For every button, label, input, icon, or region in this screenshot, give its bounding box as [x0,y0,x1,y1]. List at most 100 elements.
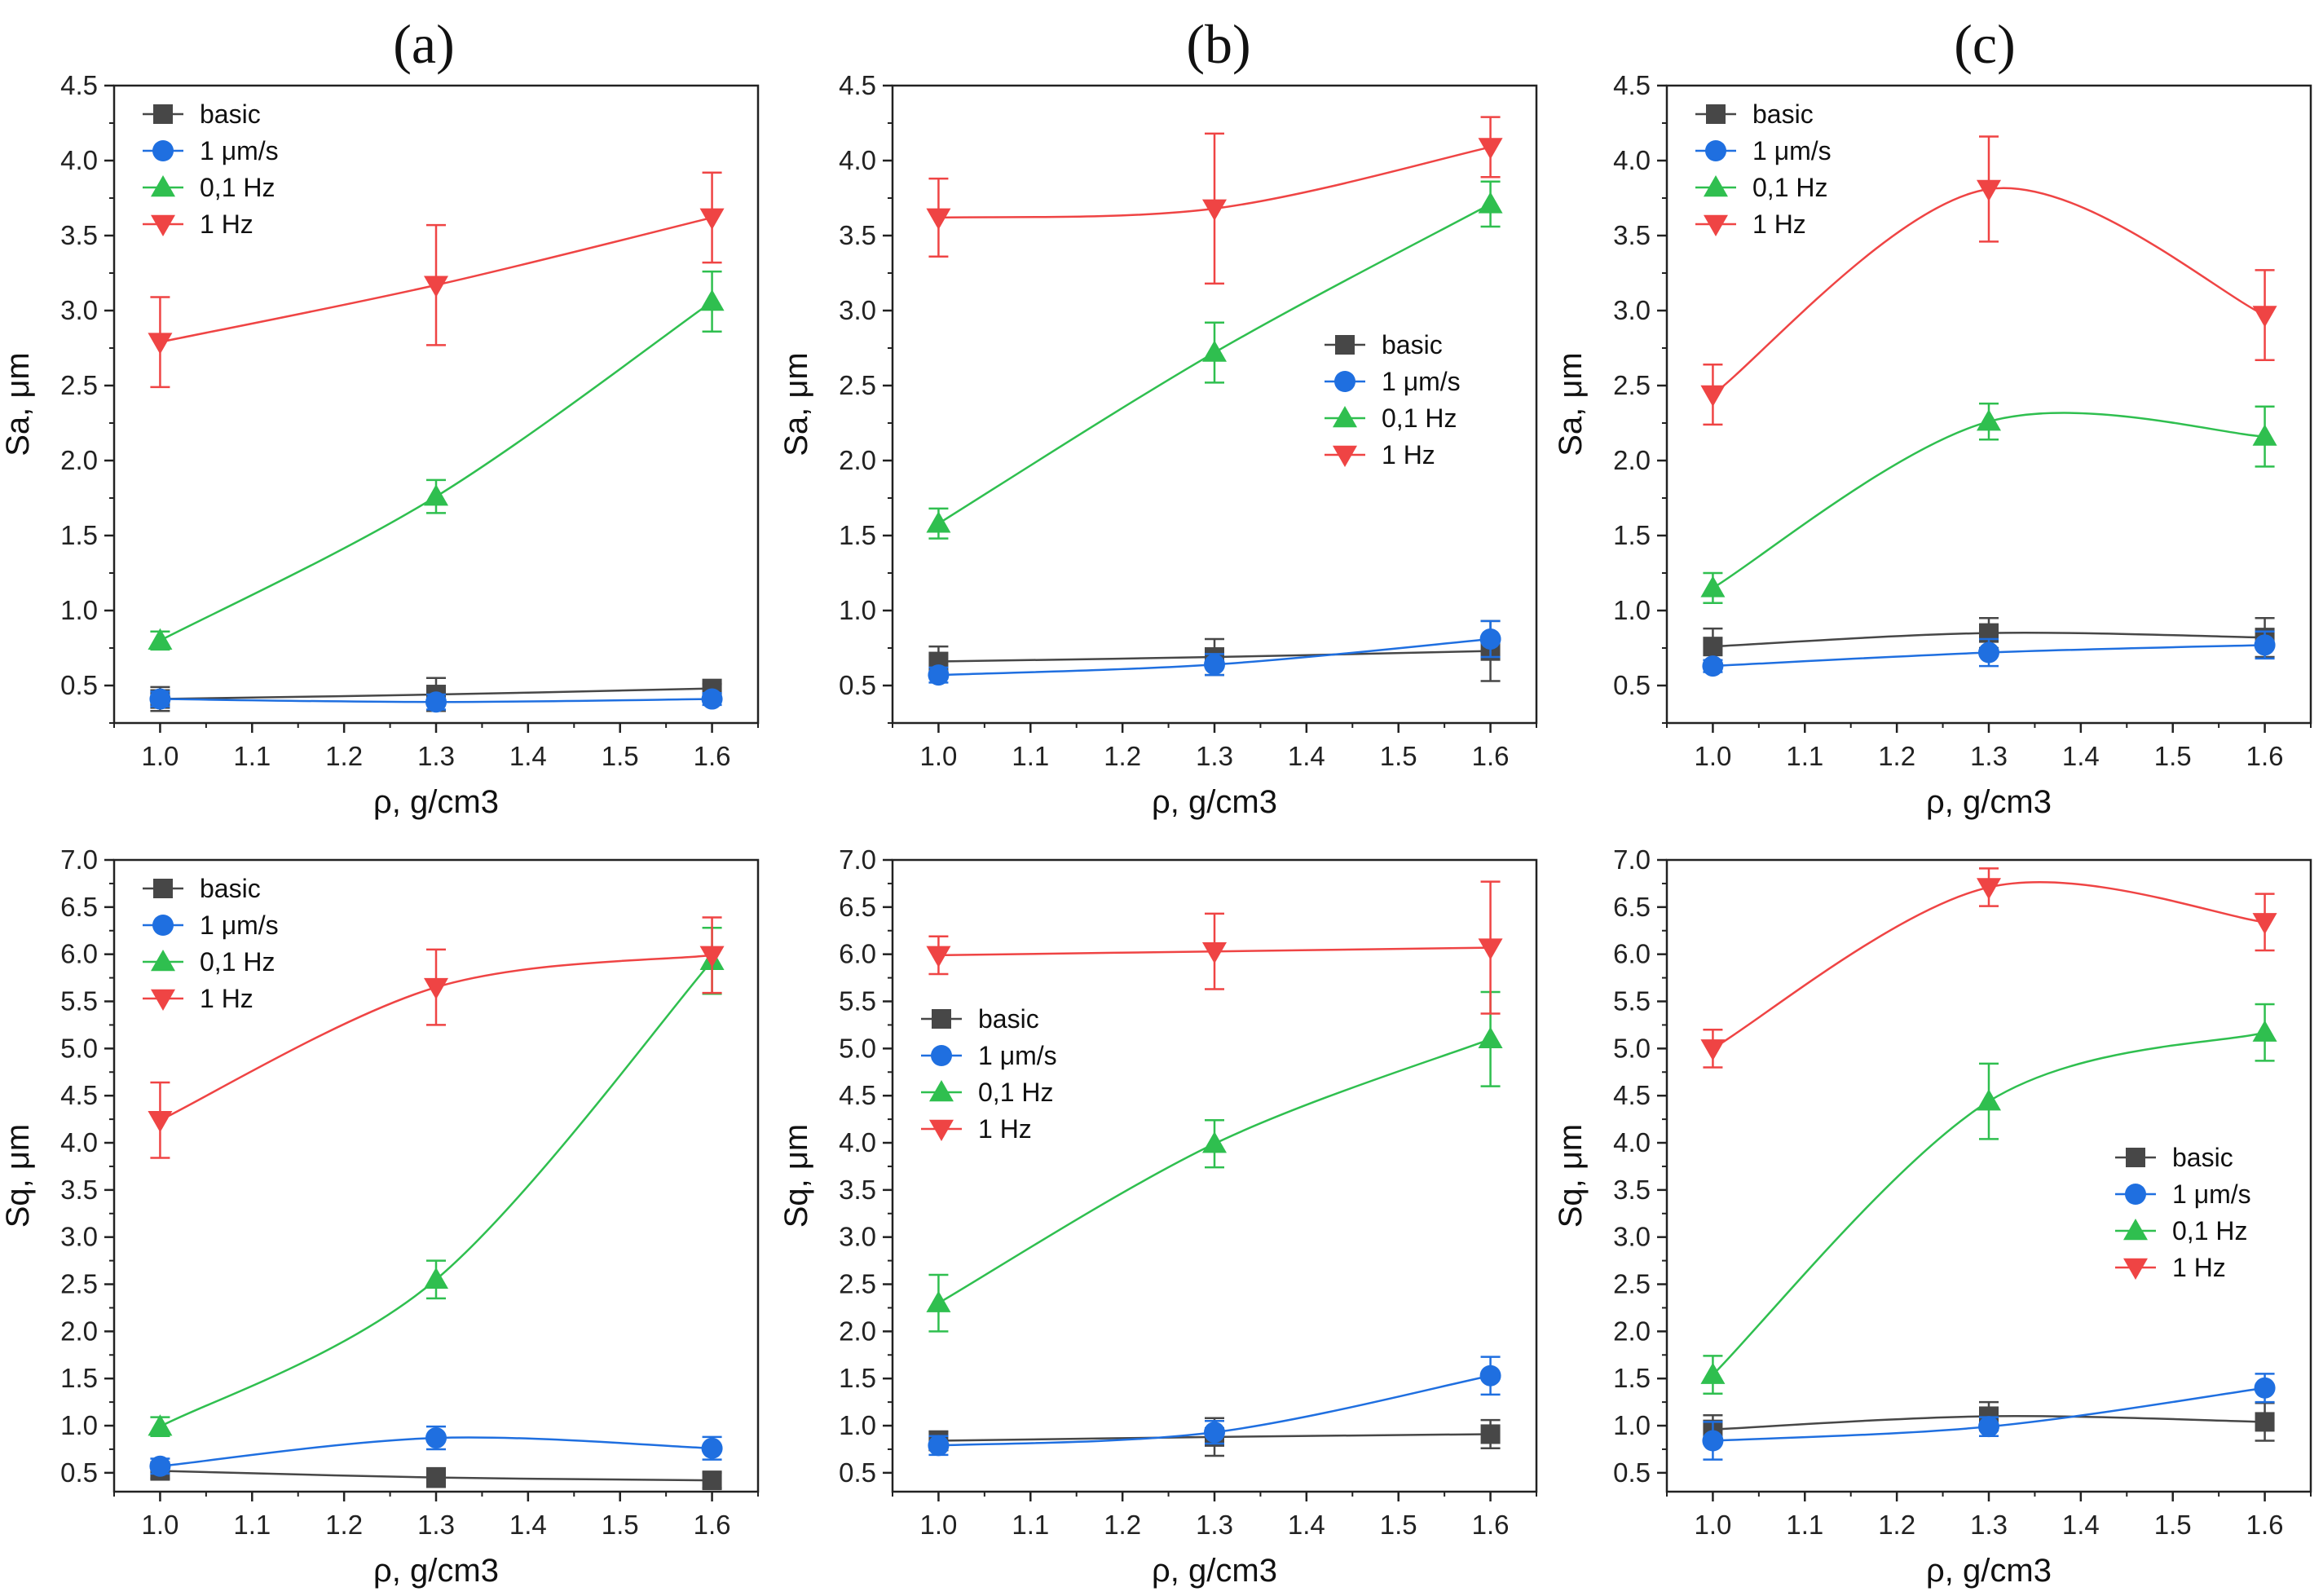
data-point [149,688,171,710]
legend-marker [152,915,174,936]
legend-marker [2125,1184,2146,1205]
data-point [1700,575,1726,597]
data-point [148,333,173,355]
data-point [1977,878,2001,900]
data-point [1700,385,1726,408]
legend-label: 1 Hz [2172,1253,2226,1282]
y-tick-label: 0.5 [839,670,876,700]
y-tick-label: 4.5 [1613,1080,1651,1110]
legend-label: 1 μm/s [1752,136,1832,165]
data-point [1204,654,1225,676]
y-tick-label: 3.0 [839,295,876,325]
data-point [926,208,951,230]
y-tick-label: 1.0 [60,1410,98,1440]
series-1-m-s [1702,1373,2276,1461]
legend: basic 1 μm/s 0,1 Hz 1 Hz [1325,330,1461,470]
series-0-1-hz [148,270,725,651]
y-tick-label: 4.0 [60,1127,98,1157]
y-tick-label: 3.0 [60,1222,98,1252]
y-tick-label: 1.0 [1613,595,1651,625]
panel-title-b: (b) [1186,13,1251,75]
x-axis-label: ρ, g/cm3 [1152,1553,1277,1589]
y-tick-label: 1.5 [839,520,876,550]
x-tick-label: 1.0 [141,1510,179,1540]
x-tick-label: 1.6 [2246,1510,2284,1540]
series-1-hz [1700,867,2277,1069]
legend: basic 1 μm/s 0,1 Hz 1 Hz [921,1004,1057,1144]
y-tick-label: 1.0 [839,1410,876,1440]
x-axis-label: ρ, g/cm3 [1926,1553,2052,1589]
y-tick-label: 0.5 [1613,670,1651,700]
y-tick-label: 4.0 [60,145,98,175]
chart-c-sq: 1.0 1.1 1.2 1.3 1.4 1.5 1.6 0.5 1.0 1.5 2.0 2.5 3.0 3… [1553,844,2312,1589]
series-basic [150,1461,722,1491]
legend-marker [153,879,173,898]
data-point [1977,409,2001,431]
x-tick-label: 1.4 [2062,1510,2100,1540]
y-tick-label: 1.0 [1613,1410,1651,1440]
series-1-hz [148,171,725,389]
x-tick-label: 1.4 [2062,741,2100,771]
data-point [2252,1020,2277,1042]
x-tick-label: 1.4 [509,741,547,771]
legend-marker [152,140,174,161]
data-point [1978,1416,1999,1438]
x-tick-label: 1.3 [1970,741,2008,771]
series-1-m-s [928,619,1501,686]
series-line [159,959,713,1428]
y-tick-label: 3.0 [1613,1222,1651,1252]
data-point [1700,1039,1726,1061]
data-point [1478,138,1503,160]
data-point [425,691,447,713]
legend-label: 1 μm/s [200,910,279,940]
y-tick-label: 3.0 [839,1222,876,1252]
data-point [1478,192,1503,214]
legend-marker [153,104,173,124]
x-tick-label: 1.5 [2154,1510,2192,1540]
x-tick-label: 1.0 [919,741,957,771]
data-point [926,946,951,968]
y-axis-label: Sa, μm [778,352,814,456]
series-1-m-s [1702,630,2276,677]
x-tick-label: 1.1 [1786,741,1823,771]
legend-label: 1 μm/s [1382,367,1461,396]
data-point [148,1111,173,1133]
legend-marker [929,1080,954,1102]
panel-title-a: (a) [393,13,455,75]
y-tick-label: 7.0 [60,844,98,875]
y-tick-label: 2.5 [60,1269,98,1299]
legend-label: 1 Hz [200,209,253,239]
y-tick-label: 2.0 [1613,445,1651,475]
x-tick-label: 1.5 [1380,1510,1417,1540]
data-point [926,1290,951,1312]
legend-marker [931,1045,952,1066]
y-tick-label: 3.5 [1613,1175,1651,1205]
legend-label: 1 μm/s [978,1041,1057,1070]
x-tick-label: 1.1 [1012,741,1049,771]
y-tick-label: 5.0 [839,1033,876,1063]
x-tick-label: 1.5 [602,1510,639,1540]
x-axis-label: ρ, g/cm3 [1152,784,1277,820]
data-point [699,946,725,968]
data-point [2252,424,2277,446]
legend-label: basic [200,874,261,903]
y-tick-label: 6.0 [839,939,876,969]
x-tick-label: 1.6 [1472,1510,1510,1540]
data-point [1703,637,1723,657]
x-tick-label: 1.5 [602,741,639,771]
y-tick-label: 2.0 [1613,1316,1651,1346]
x-tick-label: 1.4 [509,1510,547,1540]
x-tick-label: 1.2 [1104,1510,1141,1540]
data-point [2255,1412,2275,1432]
y-axis-label: Sq, μm [0,1124,36,1228]
y-axis-label: Sq, μm [1553,1124,1589,1228]
y-tick-label: 1.5 [1613,1363,1651,1393]
legend-label: basic [1752,99,1814,129]
legend-label: 1 μm/s [200,136,279,165]
y-tick-label: 3.0 [60,295,98,325]
data-point [424,977,448,1000]
x-tick-label: 1.6 [694,741,731,771]
x-tick-label: 1.6 [1472,741,1510,771]
y-tick-label: 4.5 [60,70,98,100]
